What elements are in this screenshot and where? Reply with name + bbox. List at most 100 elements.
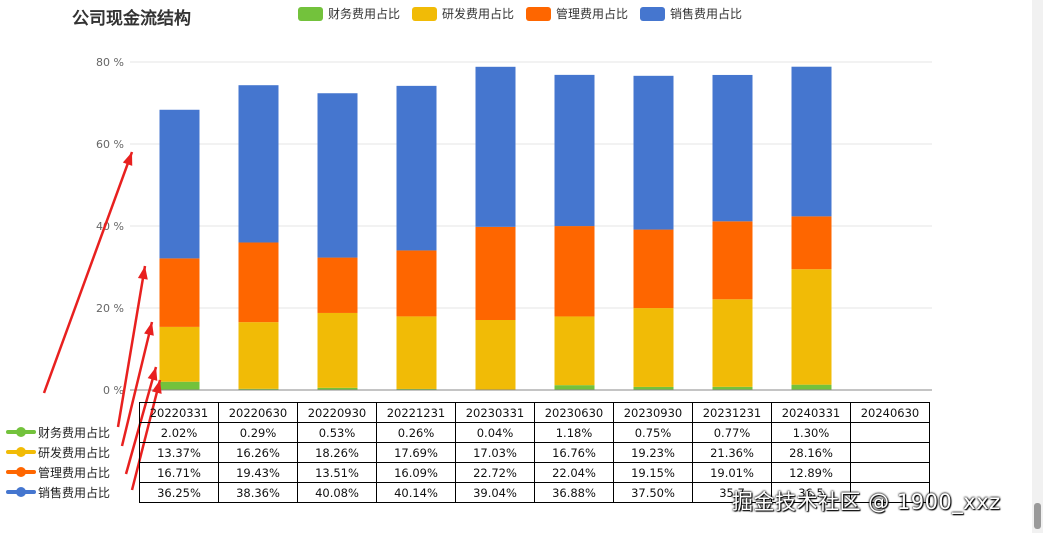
y-tick-label: 60 % [96, 138, 124, 151]
x-tick-label: 20220630 [218, 402, 298, 423]
bar-20220331-s0[interactable] [159, 381, 200, 390]
scrollbar-track[interactable] [1032, 0, 1043, 533]
legend-swatch-admin [526, 6, 552, 21]
bar-20231231-s2[interactable] [712, 221, 753, 300]
bar-20230930-s1[interactable] [633, 308, 674, 387]
bar-20230331-s1[interactable] [475, 320, 516, 390]
annotation-arrow-head [151, 380, 162, 394]
table-cell: 36.5 [771, 482, 851, 503]
table-cell: 40.08% [297, 482, 377, 503]
bar-20221231-s0[interactable] [396, 388, 437, 390]
bar-20220630-s0[interactable] [238, 388, 279, 390]
annotation-arrow-line [120, 321, 154, 447]
x-tick-label: 20220930 [297, 402, 377, 423]
bar-20220930-s1[interactable] [317, 312, 358, 388]
legend-label-rnd: 研发费用占比 [442, 7, 515, 21]
legend-item-rnd[interactable]: 研发费用占比 [412, 5, 514, 22]
table-cell: 38.36% [218, 482, 298, 503]
bar-20220930-s2[interactable] [317, 257, 358, 313]
bar-20220331-s3[interactable] [159, 109, 200, 259]
table-cell: 0.26% [376, 422, 456, 443]
table-cell: 13.37% [139, 442, 219, 463]
bar-20221231-s1[interactable] [396, 316, 437, 389]
legend-label-finance: 财务费用占比 [328, 7, 401, 21]
bar-20220930-s0[interactable] [317, 387, 358, 390]
annotation-arrow-head [144, 322, 154, 336]
bar-20230630-s0[interactable] [554, 385, 595, 390]
table-cell: 17.69% [376, 442, 456, 463]
table-cell: 1.30% [771, 422, 851, 443]
scrollbar-thumb[interactable] [1034, 503, 1041, 529]
chart-legend: 财务费用占比 研发费用占比 管理费用占比 销售费用占比 [298, 5, 754, 22]
bar-20240331-s3[interactable] [791, 66, 832, 217]
bar-20231231-s1[interactable] [712, 299, 753, 387]
table-cell: 1.18% [534, 422, 614, 443]
legend-swatch-sales [640, 6, 666, 21]
table-cell [850, 442, 930, 463]
row-label-rnd-text: 研发费用占比 [38, 445, 111, 460]
bar-20220930-s3[interactable] [317, 93, 358, 258]
bar-20220630-s3[interactable] [238, 85, 279, 243]
legend-item-admin[interactable]: 管理费用占比 [526, 5, 628, 22]
table-cell: 19.15% [613, 462, 693, 483]
table-cell [850, 422, 930, 443]
annotation-arrows [42, 151, 162, 491]
legend-item-finance[interactable]: 财务费用占比 [298, 5, 400, 22]
table-cell: 18.26% [297, 442, 377, 463]
line-marker-icon [6, 487, 36, 497]
bar-20240331-s2[interactable] [791, 216, 832, 270]
bar-20220331-s2[interactable] [159, 258, 200, 327]
table-header-row: 20220331 20220630 20220930 20221231 20230331… [139, 402, 930, 423]
table-cell [850, 482, 930, 503]
bar-20230630-s1[interactable] [554, 316, 595, 386]
x-tick-label: 20230930 [613, 402, 693, 423]
legend-item-sales[interactable]: 销售费用占比 [640, 5, 742, 22]
table-cell: 0.77% [692, 422, 772, 443]
table-cell: 36.25% [139, 482, 219, 503]
table-row: 2.02% 0.29% 0.53% 0.26% 0.04% 1.18% 0.75% 0.77%… [139, 422, 930, 443]
y-tick-label: 20 % [96, 302, 124, 315]
table-cell: 22.72% [455, 462, 535, 483]
table-cell: 40.14% [376, 482, 456, 503]
table-cell: 16.71% [139, 462, 219, 483]
x-tick-label: 20240331 [771, 402, 851, 423]
table-cell: 21.36% [692, 442, 772, 463]
line-marker-icon [6, 467, 36, 477]
bar-20221231-s3[interactable] [396, 85, 437, 251]
bar-20230630-s3[interactable] [554, 74, 595, 227]
table-cell: 16.26% [218, 442, 298, 463]
bar-20220630-s2[interactable] [238, 242, 279, 323]
bar-20230331-s2[interactable] [475, 226, 516, 321]
bar-20240331-s1[interactable] [791, 269, 832, 385]
legend-label-sales: 销售费用占比 [670, 7, 743, 21]
bar-20220630-s1[interactable] [238, 322, 279, 389]
watermark-text: 掘金技术社区 @ 1900_xxz [732, 490, 1001, 514]
annotation-arrow-head [147, 367, 158, 381]
x-tick-label: 20220331 [139, 402, 219, 423]
bar-20221231-s2[interactable] [396, 250, 437, 317]
bar-20240331-s0[interactable] [791, 384, 832, 390]
bar-20231231-s3[interactable] [712, 74, 753, 222]
table-cell: 19.23% [613, 442, 693, 463]
row-label-finance: 财务费用占比 [6, 422, 110, 442]
bar-20230331-s3[interactable] [475, 66, 516, 227]
table-cell: 19.01% [692, 462, 772, 483]
bar-20231231-s0[interactable] [712, 386, 753, 390]
bar-20230930-s3[interactable] [633, 75, 674, 230]
bar-20230930-s2[interactable] [633, 229, 674, 309]
table-cell: 16.76% [534, 442, 614, 463]
table-cell: 0.75% [613, 422, 693, 443]
line-marker-icon [6, 427, 36, 437]
row-label-finance-text: 财务费用占比 [38, 425, 111, 440]
legend-label-admin: 管理费用占比 [556, 7, 629, 21]
bar-20230930-s0[interactable] [633, 386, 674, 390]
bar-20230630-s2[interactable] [554, 226, 595, 317]
line-marker-icon [6, 447, 36, 457]
row-label-admin-text: 管理费用占比 [38, 465, 111, 480]
y-tick-label: 80 % [96, 56, 124, 69]
row-label-rnd: 研发费用占比 [6, 442, 110, 462]
bar-20220331-s1[interactable] [159, 326, 200, 382]
table-cell: 0.29% [218, 422, 298, 443]
table-row: 36.25% 38.36% 40.08% 40.14% 39.04% 36.88% 37.5… [139, 482, 930, 503]
